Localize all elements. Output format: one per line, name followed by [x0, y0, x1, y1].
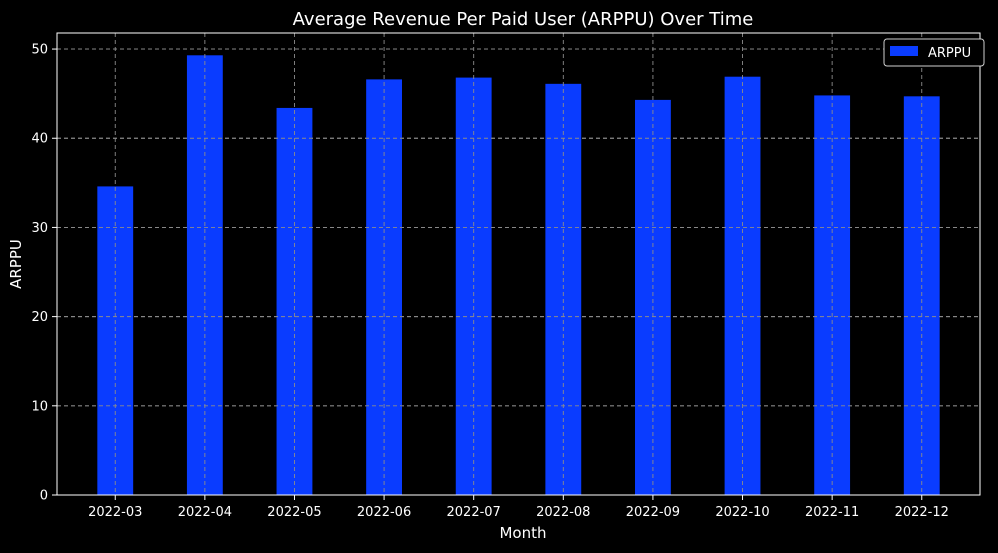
x-axis-label: Month — [499, 524, 546, 542]
legend-swatch-arppu — [890, 46, 918, 56]
ytick-label-40: 40 — [31, 132, 48, 147]
xtick-label-2022-07: 2022-07 — [447, 505, 501, 520]
xtick-label-2022-06: 2022-06 — [357, 505, 411, 520]
ytick-label-0: 0 — [40, 489, 48, 504]
chart-title: Average Revenue Per Paid User (ARPPU) Ov… — [293, 9, 754, 30]
legend-label-arppu: ARPPU — [928, 46, 971, 61]
bar-2022-04 — [186, 55, 223, 496]
xtick-label-2022-05: 2022-05 — [267, 505, 321, 520]
legend-box — [883, 38, 985, 67]
ticks-layer: 0 10 20 30 40 50 2022-03 2022-04 2022-05 2022-06 2… — [31, 43, 948, 520]
xtick-label-2022-04: 2022-04 — [178, 505, 232, 520]
axes-layer — [56, 32, 981, 496]
ytick-label-10: 10 — [31, 399, 48, 414]
xtick-label-2022-10: 2022-10 — [715, 505, 769, 520]
xtick-label-2022-03: 2022-03 — [88, 505, 142, 520]
xtick-label-2022-09: 2022-09 — [626, 505, 680, 520]
legend: ARPPU — [883, 38, 985, 67]
ytick-label-30: 30 — [31, 221, 48, 236]
xtick-label-2022-08: 2022-08 — [536, 505, 590, 520]
xtick-label-2022-11: 2022-11 — [805, 505, 859, 520]
plot-frame — [56, 32, 981, 496]
y-axis-label: ARPPU — [7, 239, 25, 289]
ytick-label-50: 50 — [31, 43, 48, 58]
bar-2022-09 — [635, 99, 671, 495]
xtick-label-2022-12: 2022-12 — [895, 505, 949, 520]
ytick-label-20: 20 — [31, 310, 48, 325]
